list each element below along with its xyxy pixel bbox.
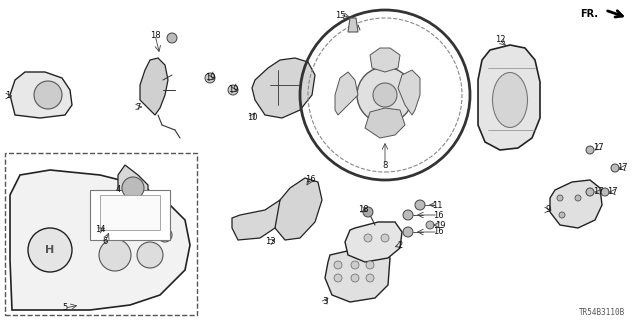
Text: 16: 16: [305, 175, 316, 185]
Text: 7: 7: [135, 102, 141, 111]
Bar: [100, 195, 160, 230]
Polygon shape: [275, 178, 322, 240]
Text: 17: 17: [617, 164, 627, 172]
Circle shape: [415, 200, 425, 210]
Circle shape: [366, 274, 374, 282]
Text: 16: 16: [433, 228, 444, 236]
Circle shape: [228, 85, 238, 95]
Text: 2: 2: [397, 241, 403, 250]
Circle shape: [205, 73, 215, 83]
Text: 13: 13: [265, 237, 275, 246]
Text: 19: 19: [205, 74, 215, 83]
Circle shape: [34, 81, 62, 109]
Text: H: H: [45, 245, 54, 255]
Circle shape: [363, 207, 373, 217]
Text: 17: 17: [593, 188, 604, 196]
Circle shape: [403, 227, 413, 237]
Text: 18: 18: [150, 30, 160, 39]
Text: 5: 5: [62, 303, 68, 313]
Circle shape: [122, 177, 144, 199]
Polygon shape: [345, 222, 402, 262]
Circle shape: [611, 164, 619, 172]
Circle shape: [137, 242, 163, 268]
Circle shape: [403, 210, 413, 220]
Circle shape: [158, 228, 172, 242]
Circle shape: [99, 239, 131, 271]
Circle shape: [559, 212, 565, 218]
Text: 9: 9: [545, 205, 550, 214]
Text: 14: 14: [95, 226, 105, 235]
Polygon shape: [365, 108, 405, 138]
Circle shape: [334, 274, 342, 282]
Circle shape: [586, 146, 594, 154]
Circle shape: [357, 67, 413, 123]
Circle shape: [586, 188, 594, 196]
Polygon shape: [325, 248, 390, 302]
Polygon shape: [10, 170, 190, 310]
Text: 8: 8: [382, 161, 388, 170]
Text: 19: 19: [228, 85, 238, 94]
Polygon shape: [140, 58, 168, 115]
Ellipse shape: [493, 73, 527, 127]
Text: 1: 1: [5, 92, 11, 100]
Text: 18: 18: [358, 205, 368, 214]
Circle shape: [575, 195, 581, 201]
Circle shape: [381, 234, 389, 242]
Text: 4: 4: [115, 186, 120, 195]
Circle shape: [351, 274, 359, 282]
Polygon shape: [370, 48, 400, 72]
Text: 17: 17: [593, 143, 604, 153]
Circle shape: [366, 261, 374, 269]
Polygon shape: [10, 72, 72, 118]
Text: 3: 3: [323, 298, 328, 307]
Text: 19: 19: [435, 220, 445, 229]
Circle shape: [28, 228, 72, 272]
Text: 16: 16: [433, 211, 444, 220]
Polygon shape: [348, 18, 358, 32]
Polygon shape: [478, 45, 540, 150]
Text: 11: 11: [432, 201, 442, 210]
Circle shape: [426, 221, 434, 229]
Text: FR.: FR.: [580, 9, 598, 19]
Bar: [90, 190, 170, 240]
Bar: [5, 153, 197, 315]
Text: 12: 12: [495, 36, 505, 44]
Text: TR54B3110B: TR54B3110B: [579, 308, 625, 317]
Polygon shape: [232, 200, 280, 240]
Text: 15: 15: [335, 11, 345, 20]
Polygon shape: [118, 165, 148, 205]
Circle shape: [364, 234, 372, 242]
Text: 10: 10: [247, 113, 257, 122]
Polygon shape: [398, 70, 420, 115]
Circle shape: [167, 33, 177, 43]
Circle shape: [557, 195, 563, 201]
Circle shape: [601, 188, 609, 196]
Circle shape: [351, 261, 359, 269]
Polygon shape: [550, 180, 602, 228]
Text: 17: 17: [607, 188, 618, 196]
Polygon shape: [252, 58, 315, 118]
Text: 6: 6: [102, 237, 108, 246]
Polygon shape: [335, 72, 358, 115]
Circle shape: [373, 83, 397, 107]
Circle shape: [334, 261, 342, 269]
